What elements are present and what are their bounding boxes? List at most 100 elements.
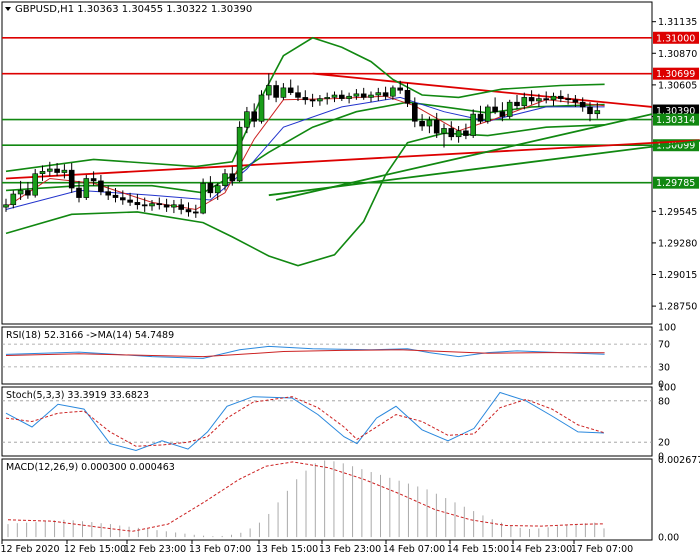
stochastic-panel: 100 80 20 0 Stoch(5,3,3) 33.3919 33.6823 [1, 383, 676, 463]
candle-body [441, 128, 447, 134]
candle-body [214, 185, 221, 194]
stoch-tick-label: 100 [658, 383, 676, 394]
candle-body [557, 95, 564, 99]
time-axis-tick-label: 17 Feb 07:00 [571, 544, 633, 555]
stoch-frame [1, 386, 653, 457]
candle-body [419, 120, 425, 127]
candle-body [244, 111, 250, 128]
trendline [312, 72, 653, 108]
trendline [5, 139, 700, 180]
candle-body [346, 95, 352, 99]
candle-body [477, 113, 484, 122]
candle-body [338, 94, 345, 99]
chart-symbol-line: GBPUSD,H1 1.30363 1.30455 1.30322 1.3039… [15, 4, 252, 15]
candle-body [3, 204, 9, 208]
main-price-panel: 1.311351.308701.306051.303401.295451.292… [1, 1, 700, 325]
candle-body [98, 180, 104, 192]
candle-body [397, 87, 404, 91]
candle-body [404, 89, 411, 104]
dropdown-triangle-icon [5, 7, 11, 11]
candle-body [90, 178, 97, 182]
candle-body [360, 93, 367, 98]
time-axis-tick-label: 12 Feb 2020 [0, 544, 59, 555]
moving-average-slow [5, 96, 605, 210]
macd-tick-label: 0.002677 [658, 455, 700, 466]
stoch-indicator-label: Stoch(5,3,3) 33.3919 33.6823 [6, 390, 149, 401]
candle-body [265, 85, 272, 96]
level-price-label: 1.31000 [656, 33, 695, 44]
candle-body [156, 203, 163, 206]
candle-body [185, 209, 192, 213]
rsi-tick-label: 30 [658, 362, 670, 373]
main-panel-frame [1, 1, 653, 325]
time-axis-tick-label: 14 Feb 15:00 [447, 544, 509, 555]
price-axis-tick-label: 1.28750 [658, 302, 697, 313]
candle-body [207, 182, 214, 194]
candle-body [411, 103, 418, 122]
stoch-tick-label: 0 [658, 452, 664, 463]
candle-body [258, 94, 265, 122]
candle-body [448, 128, 455, 138]
candle-body [229, 173, 236, 182]
candle-body [200, 182, 206, 214]
candle-body [163, 204, 170, 208]
candle-body [484, 106, 491, 122]
bollinger-upper-band [5, 36, 605, 173]
price-axis-tick-label: 1.29545 [658, 207, 697, 218]
candle-body [499, 111, 506, 117]
candle-body [251, 111, 257, 122]
candle-body [302, 97, 309, 101]
price-axis-tick-label: 1.30870 [658, 49, 697, 60]
macd-signal-line [7, 461, 605, 532]
trendline [268, 139, 700, 197]
macd-indicator-label: MACD(12,26,9) 0.000300 0.000463 [6, 462, 175, 473]
price-axis-tick-label: 1.31135 [658, 17, 697, 28]
candle-body [455, 130, 462, 138]
stoch-tick-label: 80 [658, 396, 670, 407]
time-axis-tick-label: 14 Feb 23:00 [510, 544, 572, 555]
level-price-tag [653, 176, 699, 189]
stoch-d-line [5, 396, 605, 447]
candle-body [528, 97, 535, 102]
level-price-tag [653, 104, 699, 117]
rsi-ma-line [5, 349, 605, 358]
price-axis-tick-label: 1.29280 [658, 238, 697, 249]
candle-body [579, 101, 586, 108]
time-axis-tick-label: 13 Feb 23:00 [319, 544, 381, 555]
candle-body [368, 94, 374, 98]
rsi-tick-label: 100 [658, 323, 676, 334]
candle-body [149, 203, 155, 207]
candle-body [324, 97, 331, 99]
candle-body [54, 168, 60, 173]
candle-body [83, 178, 90, 198]
candle-body [280, 87, 287, 98]
candle-body [273, 85, 279, 98]
stoch-tick-label: 20 [658, 438, 670, 449]
candle-body [17, 190, 24, 195]
candle-body [382, 92, 389, 97]
level-price-label: 1.29785 [656, 178, 695, 189]
rsi-panel: 100 70 30 0 RSI(18) 52.3166 ->MA(14) 54.7489 [1, 323, 676, 391]
candle-body [39, 171, 46, 175]
candle-body [76, 187, 82, 198]
candle-body [470, 113, 477, 136]
candle-body [572, 99, 579, 103]
candle-body [587, 106, 593, 115]
candle-body [426, 119, 433, 127]
candle-body [390, 87, 396, 97]
candle-body [171, 204, 177, 208]
level-price-label: 1.30099 [656, 141, 695, 152]
time-axis-tick-label: 14 Feb 07:00 [383, 544, 445, 555]
candle-body [193, 211, 199, 214]
candle-body [353, 93, 360, 97]
level-price-label: 1.30390 [656, 106, 695, 117]
time-axis-tick-label: 12 Feb 15:00 [64, 544, 126, 555]
macd-panel: 0.002677 0.00 MACD(12,26,9) 0.000300 0.000… [1, 455, 700, 544]
candle-body [222, 173, 228, 186]
rsi-tick-label: 0 [658, 380, 664, 391]
candle-body [10, 193, 17, 206]
level-price-tag [653, 67, 699, 80]
candle-body [236, 126, 243, 182]
